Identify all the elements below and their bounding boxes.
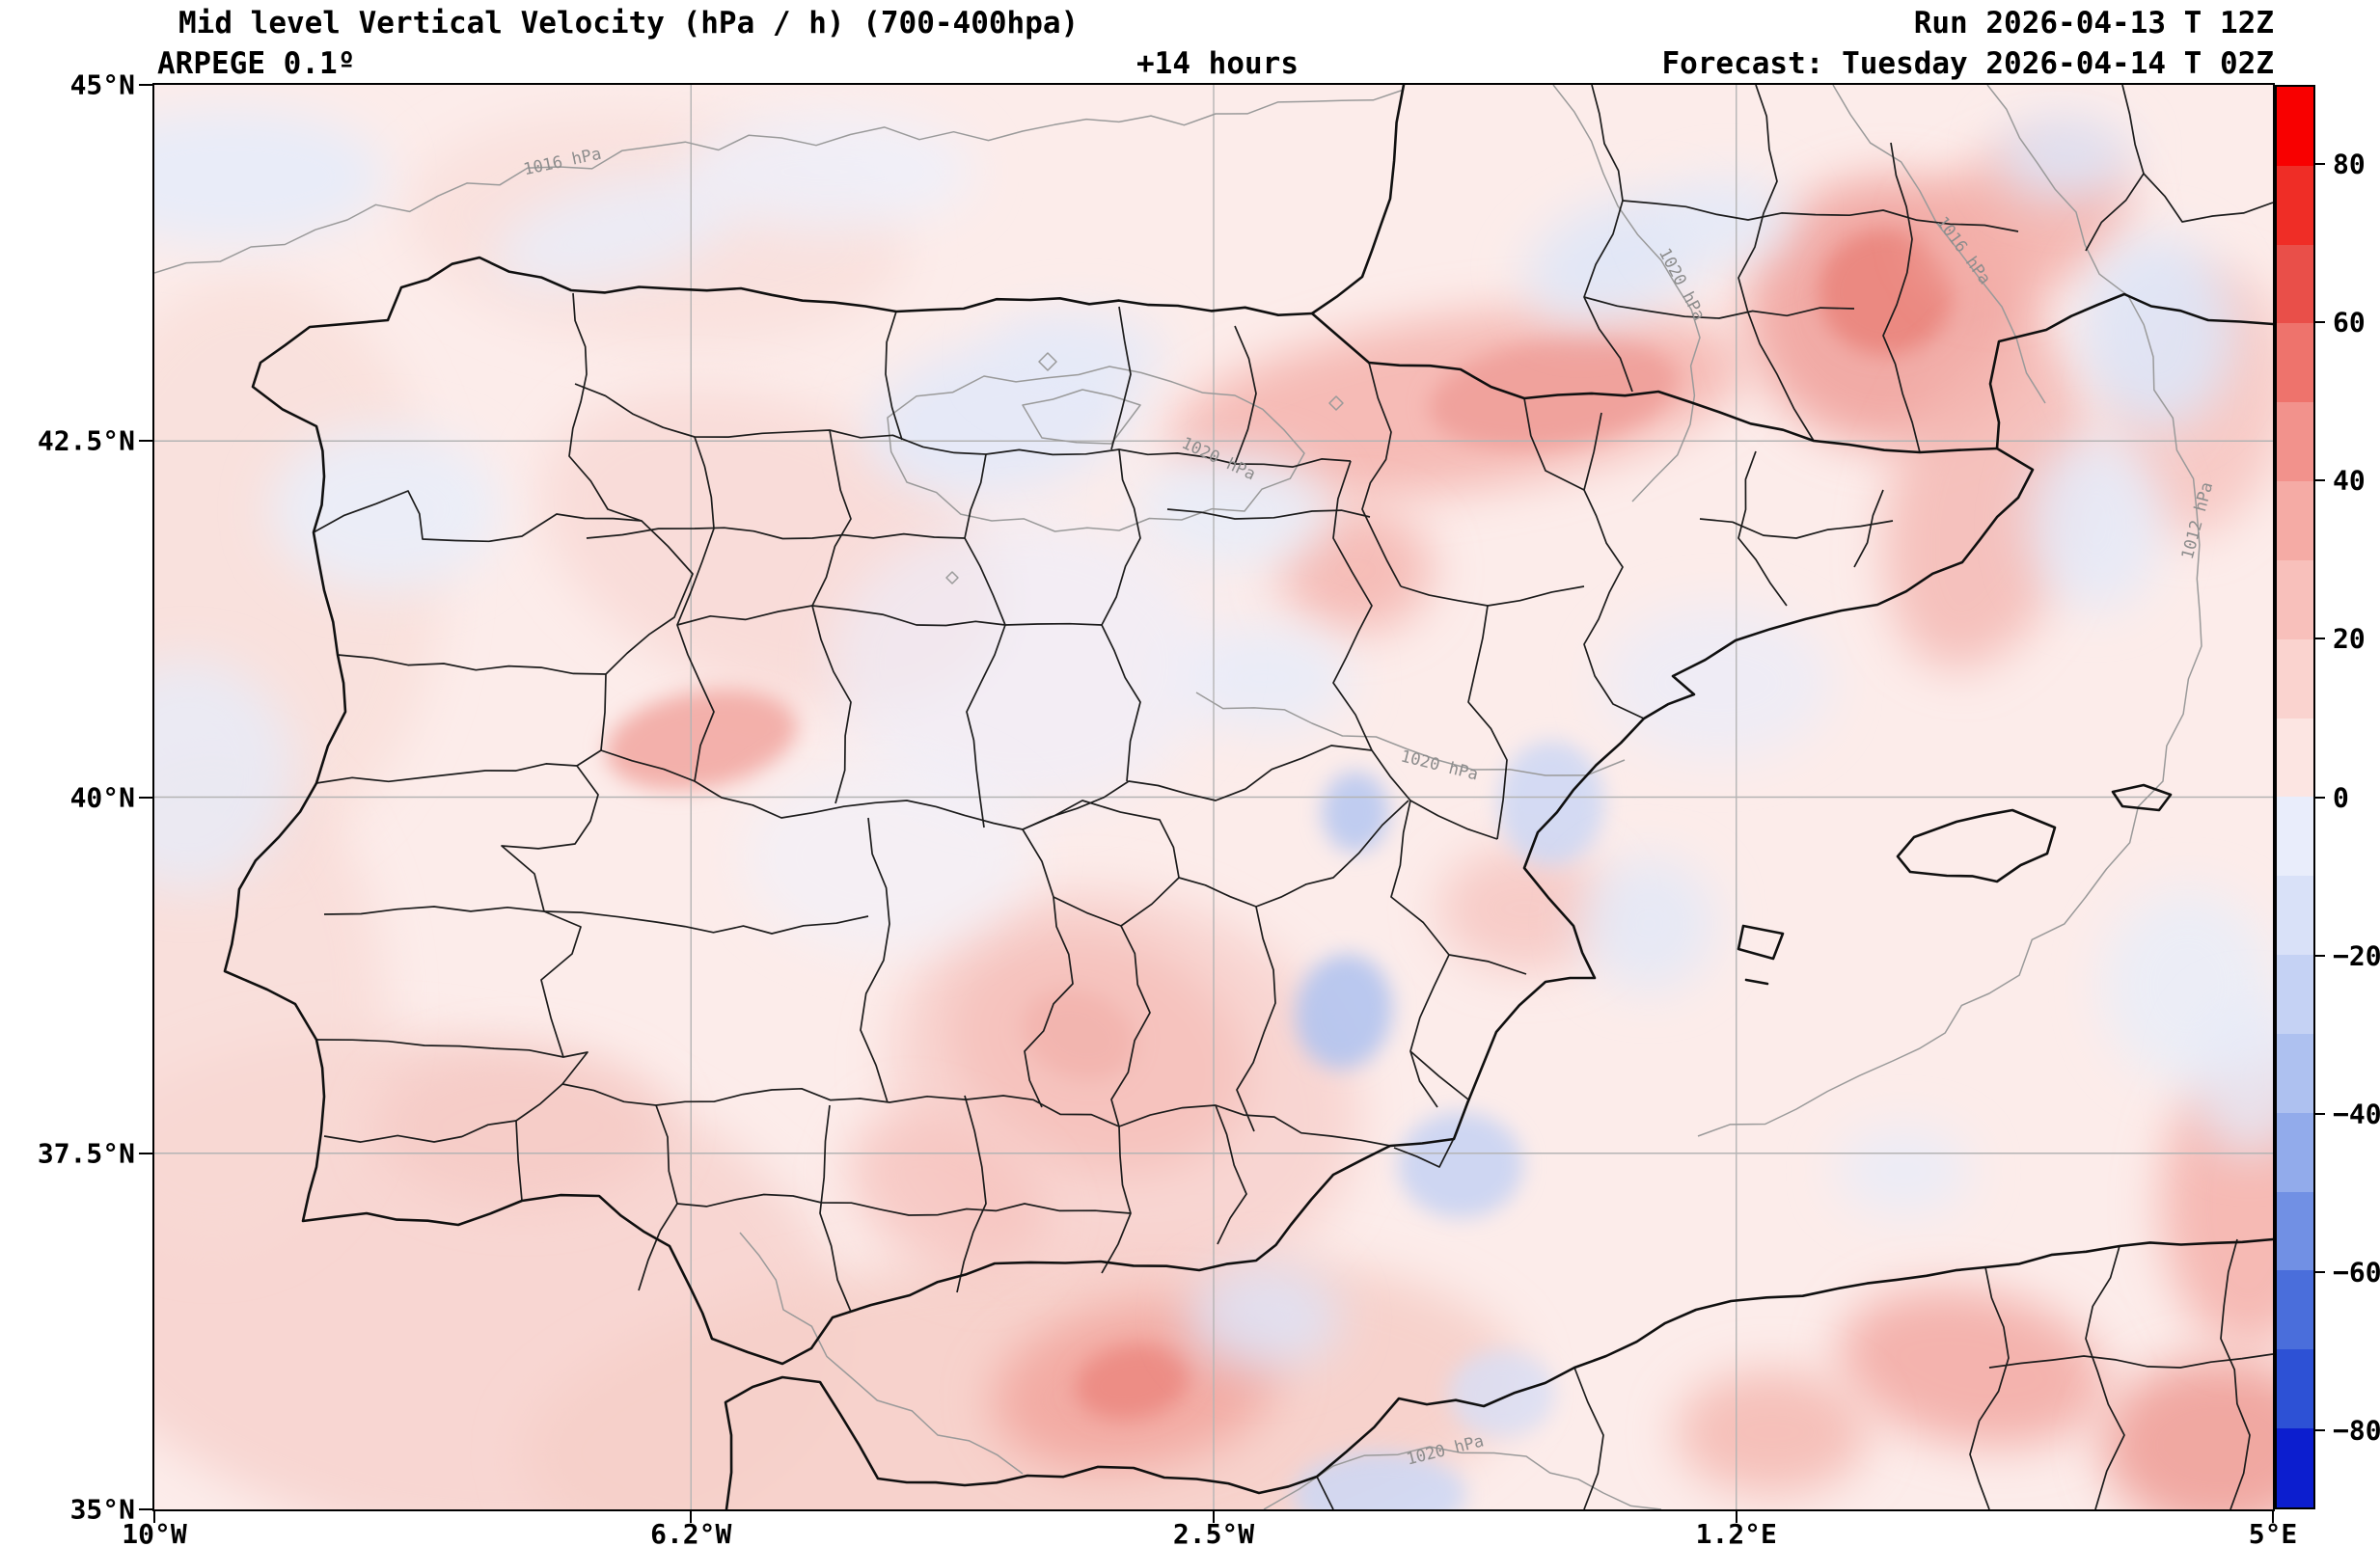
y-axis-tick-mark bbox=[139, 84, 152, 86]
y-axis-tick-label: 35°N bbox=[69, 1493, 135, 1526]
coastlines bbox=[223, 85, 2273, 1509]
lead-time-label: +14 hours bbox=[1136, 46, 1299, 81]
colorbar-segment bbox=[2277, 1112, 2313, 1192]
colorbar-segment bbox=[2277, 1033, 2313, 1113]
x-axis-tick-label: 10°W bbox=[122, 1518, 187, 1547]
colorbar-tick-label: −80 bbox=[2333, 1414, 2380, 1447]
colorbar-segment bbox=[2277, 402, 2313, 482]
colorbar-tick-mark bbox=[2315, 321, 2325, 324]
colorbar-tick-mark bbox=[2315, 796, 2325, 799]
y-axis-tick-mark bbox=[139, 1152, 152, 1154]
colorbar-segment bbox=[2277, 1270, 2313, 1350]
pressure-contours bbox=[154, 85, 2202, 1509]
colorbar-segment bbox=[2277, 87, 2313, 166]
admin-borders bbox=[313, 85, 2273, 1509]
y-axis-tick-label: 42.5°N bbox=[37, 424, 135, 457]
x-axis-tick-mark bbox=[153, 1511, 155, 1523]
colorbar-segment bbox=[2277, 481, 2313, 560]
colorbar-tick-mark bbox=[2315, 479, 2325, 482]
colorbar-segment bbox=[2277, 1428, 2313, 1507]
y-axis-tick-mark bbox=[139, 796, 152, 799]
graticule bbox=[154, 85, 2273, 1509]
colorbar-tick-label: 80 bbox=[2333, 148, 2366, 180]
x-axis-tick-label: 5°E bbox=[2248, 1518, 2298, 1547]
x-axis-tick-label: 6.2°W bbox=[650, 1518, 732, 1547]
y-axis-tick-mark bbox=[139, 440, 152, 443]
colorbar-segment bbox=[2277, 876, 2313, 956]
colorbar-tick-mark bbox=[2315, 954, 2325, 957]
colorbar-tick-label: −40 bbox=[2333, 1098, 2380, 1130]
colorbar-segment bbox=[2277, 165, 2313, 245]
colorbar bbox=[2275, 85, 2315, 1509]
colorbar-tick-label: 0 bbox=[2333, 781, 2349, 813]
colorbar-tick-label: 20 bbox=[2333, 622, 2366, 655]
colorbar-tick-label: 60 bbox=[2333, 306, 2366, 339]
velocity-field-shading bbox=[154, 109, 2273, 1509]
x-axis-tick-mark bbox=[1213, 1511, 1215, 1523]
x-axis-tick-mark bbox=[690, 1511, 693, 1523]
plot-area: 1016 hPa 1020 hPa 1020 hPa 1016 hPa 1012 hPa… bbox=[152, 83, 2275, 1511]
colorbar-tick-label: 40 bbox=[2333, 464, 2366, 497]
colorbar-tick-mark bbox=[2315, 1112, 2325, 1115]
colorbar-segment bbox=[2277, 1349, 2313, 1429]
colorbar-tick-mark bbox=[2315, 1428, 2325, 1431]
map-canvas bbox=[154, 85, 2273, 1509]
colorbar-segment bbox=[2277, 1191, 2313, 1271]
y-axis-tick-mark bbox=[139, 1508, 152, 1510]
y-axis-tick-label: 37.5°N bbox=[37, 1137, 135, 1170]
x-axis-tick-mark bbox=[1735, 1511, 1737, 1523]
colorbar-tick-label: −60 bbox=[2333, 1256, 2380, 1289]
x-axis-tick-label: 2.5°W bbox=[1172, 1518, 1255, 1547]
run-label: Run 2026-04-13 T 12Z bbox=[1913, 6, 2274, 41]
x-axis-tick-mark bbox=[2272, 1511, 2274, 1523]
colorbar-segment bbox=[2277, 559, 2313, 639]
colorbar-segment bbox=[2277, 244, 2313, 324]
colorbar-tick-label: −20 bbox=[2333, 939, 2380, 972]
colorbar-segment bbox=[2277, 323, 2313, 403]
x-axis-tick-label: 1.2°E bbox=[1695, 1518, 1777, 1547]
colorbar-tick-mark bbox=[2315, 1270, 2325, 1273]
model-label: ARPEGE 0.1º bbox=[157, 46, 356, 81]
colorbar-segment bbox=[2277, 955, 2313, 1034]
y-axis-tick-label: 45°N bbox=[69, 68, 135, 101]
colorbar-tick-mark bbox=[2315, 163, 2325, 166]
colorbar-segment bbox=[2277, 797, 2313, 877]
forecast-label: Forecast: Tuesday 2026-04-14 T 02Z bbox=[1661, 46, 2274, 81]
y-axis-tick-label: 40°N bbox=[69, 781, 135, 813]
page-title: Mid level Vertical Velocity (hPa / h) (7… bbox=[178, 6, 1080, 41]
colorbar-segment bbox=[2277, 638, 2313, 719]
colorbar-tick-mark bbox=[2315, 638, 2325, 640]
colorbar-segment bbox=[2277, 718, 2313, 798]
